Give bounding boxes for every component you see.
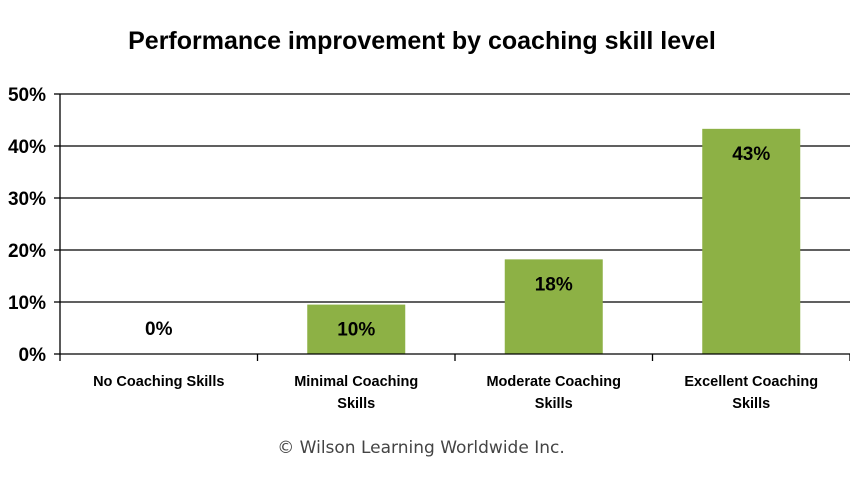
x-category-label: Moderate Coaching [486, 374, 621, 390]
axis-layer [54, 93, 850, 361]
x-category-label: Excellent Coaching [684, 374, 818, 390]
y-tick-label: 50% [8, 85, 46, 106]
x-category-label: Skills [535, 396, 573, 412]
data-label: 43% [732, 144, 770, 165]
y-tick-label: 10% [8, 293, 46, 314]
x-category-label: Skills [337, 396, 375, 412]
data-label: 10% [337, 320, 375, 341]
bar [702, 128, 801, 354]
x-category-label: Minimal Coaching [294, 374, 418, 390]
x-category-label: No Coaching Skills [93, 374, 224, 390]
bar [307, 304, 406, 354]
data-label: 0% [145, 319, 173, 340]
bar [504, 259, 603, 354]
y-tick-label: 0% [19, 345, 47, 366]
chart-title: Performance improvement by coaching skil… [128, 27, 716, 55]
x-category-label: Skills [732, 396, 770, 412]
y-tick-label: 20% [8, 241, 46, 262]
label-layer: 0% 10% 20% 30% 40% 50% 0% No Coaching Skills 10%… [8, 85, 818, 412]
y-tick-label: 30% [8, 189, 46, 210]
data-label: 18% [535, 274, 573, 295]
bar-layer [307, 128, 801, 354]
y-tick-label: 40% [8, 137, 46, 158]
copyright-text: © Wilson Learning Worldwide Inc. [277, 438, 564, 458]
